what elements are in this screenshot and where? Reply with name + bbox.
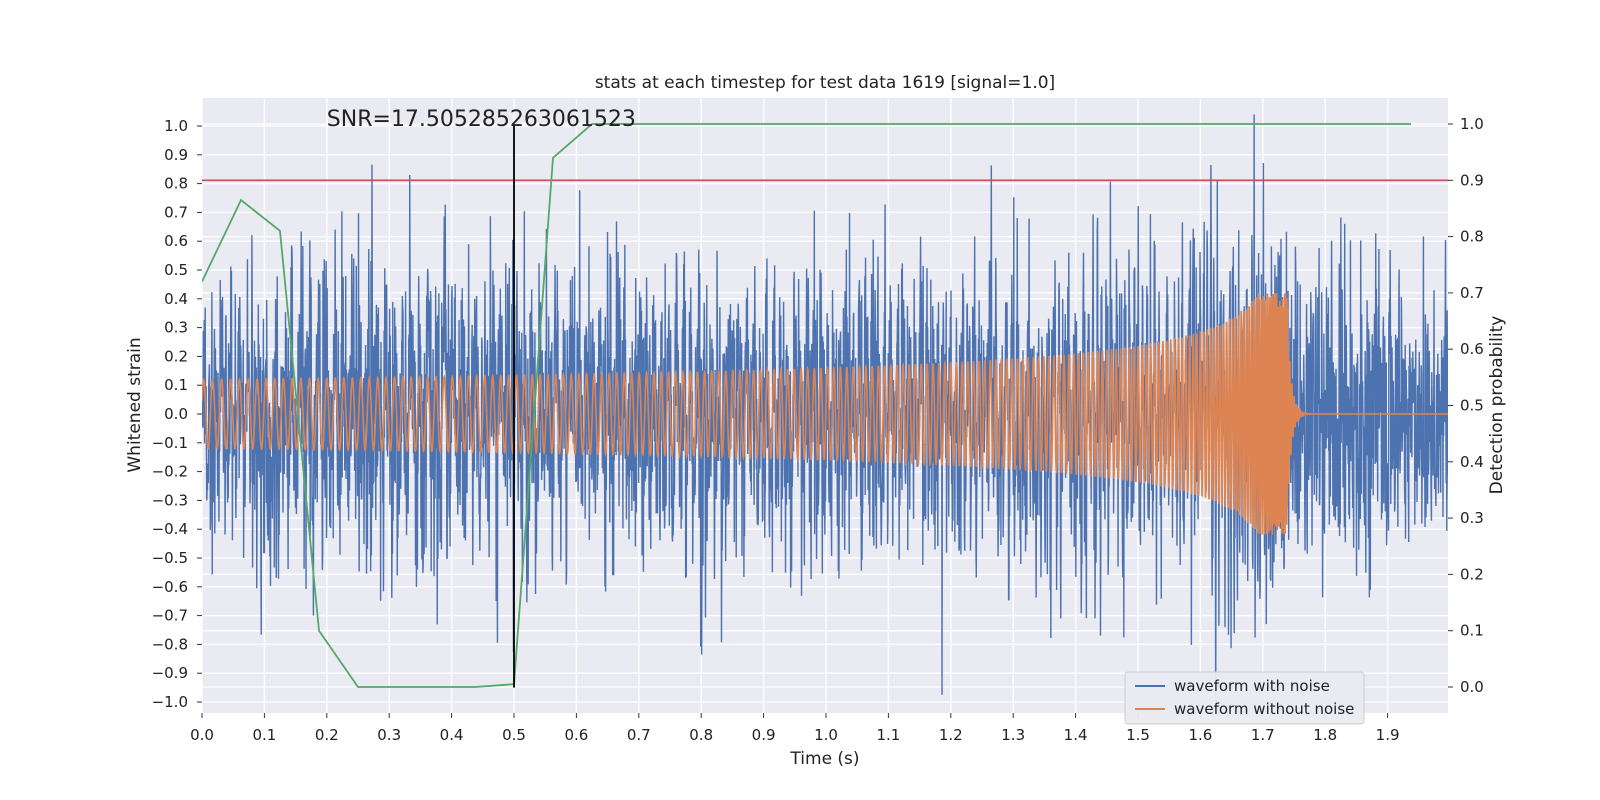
y-right-tick-label: 0.4 (1460, 453, 1484, 471)
series-detection-probability (202, 123, 1411, 688)
x-axis-label: Time (s) (789, 749, 859, 769)
x-tick-label: 1.5 (1126, 726, 1150, 744)
y-left-tick-label: 0.0 (164, 405, 188, 423)
y-left-tick-label: 0.3 (164, 319, 188, 337)
x-tick-label: 1.4 (1064, 726, 1088, 744)
x-tick-label: 1.8 (1313, 726, 1337, 744)
legend: waveform with noise waveform without noi… (1124, 671, 1365, 725)
y-left-tick-label: −0.4 (152, 520, 188, 538)
y-right-tick-label: 0.0 (1460, 678, 1484, 696)
y-left-tick-label: 1.0 (164, 117, 188, 135)
x-tick-label: 0.5 (502, 726, 526, 744)
y-left-tick-label: 0.9 (164, 146, 188, 164)
y-right-axis-ticks: 1.0 0.9 0.8 0.7 0.6 0.5 0.4 0.3 0.2 0.1 0.0 (1448, 115, 1484, 696)
y-left-tick-label: 0.1 (164, 376, 188, 394)
x-tick-label: 0.8 (689, 726, 713, 744)
y-right-tick-label: 0.6 (1460, 340, 1484, 358)
y-left-tick-label: −1.0 (152, 693, 188, 711)
series-waveform-without-noise (202, 293, 1448, 535)
x-tick-label: 0.7 (627, 726, 651, 744)
x-tick-label: 1.7 (1251, 726, 1275, 744)
y-left-tick-label: 0.4 (164, 290, 188, 308)
y-left-tick-label: 0.8 (164, 175, 188, 193)
legend-label-clean: waveform without noise (1174, 700, 1354, 718)
y-left-tick-label: −0.9 (152, 664, 188, 682)
x-tick-label: 0.9 (752, 726, 776, 744)
x-tick-label: 0.0 (190, 726, 214, 744)
y-right-tick-label: 0.7 (1460, 284, 1484, 302)
legend-box (1124, 671, 1365, 725)
y-left-axis-label: Whitened strain (125, 337, 145, 472)
y-right-tick-label: 0.5 (1460, 397, 1484, 415)
y-left-tick-label: 0.5 (164, 261, 188, 279)
y-left-tick-label: 0.6 (164, 232, 188, 250)
x-tick-label: 1.6 (1188, 726, 1212, 744)
x-tick-label: 0.6 (564, 726, 588, 744)
y-left-tick-label: −0.6 (152, 578, 188, 596)
y-right-tick-label: 0.9 (1460, 171, 1484, 189)
x-tick-label: 1.3 (1001, 726, 1025, 744)
legend-label-noisy: waveform with noise (1174, 677, 1330, 695)
y-left-tick-label: −0.8 (152, 635, 188, 653)
x-tick-label: 0.2 (315, 726, 339, 744)
x-tick-label: 1.2 (939, 726, 963, 744)
y-left-axis-ticks: 1.0 0.9 0.8 0.7 0.6 0.5 0.4 0.3 0.2 0.1 0.0 −0.1 −0.… (152, 117, 202, 711)
x-tick-label: 1.9 (1376, 726, 1400, 744)
series-layer (202, 114, 1448, 708)
x-axis-ticks: 0.0 0.1 0.2 0.3 0.4 0.5 0.6 0.7 0.8 0.9 1.0 1.1 1.2 1… (190, 713, 1400, 744)
y-right-tick-label: 0.2 (1460, 565, 1484, 583)
x-tick-label: 0.3 (377, 726, 401, 744)
x-tick-label: 0.4 (440, 726, 464, 744)
x-tick-label: 1.0 (814, 726, 838, 744)
y-right-tick-label: 0.1 (1460, 622, 1484, 640)
x-tick-label: 0.1 (252, 726, 276, 744)
chart-title: stats at each timestep for test data 161… (595, 73, 1055, 93)
x-tick-label: 1.1 (876, 726, 900, 744)
y-left-tick-label: −0.5 (152, 549, 188, 567)
y-left-tick-label: −0.1 (152, 434, 188, 452)
y-right-tick-label: 0.3 (1460, 509, 1484, 527)
y-left-tick-label: −0.7 (152, 607, 188, 625)
y-left-tick-label: 0.7 (164, 203, 188, 221)
y-right-tick-label: 1.0 (1460, 115, 1484, 133)
snr-annotation: SNR=17.505285263061523 (327, 107, 636, 132)
y-left-tick-label: −0.2 (152, 463, 188, 481)
y-left-tick-label: −0.3 (152, 491, 188, 509)
y-left-tick-label: 0.2 (164, 347, 188, 365)
y-right-axis-label: Detection probability (1487, 316, 1507, 495)
y-right-tick-label: 0.8 (1460, 228, 1484, 246)
